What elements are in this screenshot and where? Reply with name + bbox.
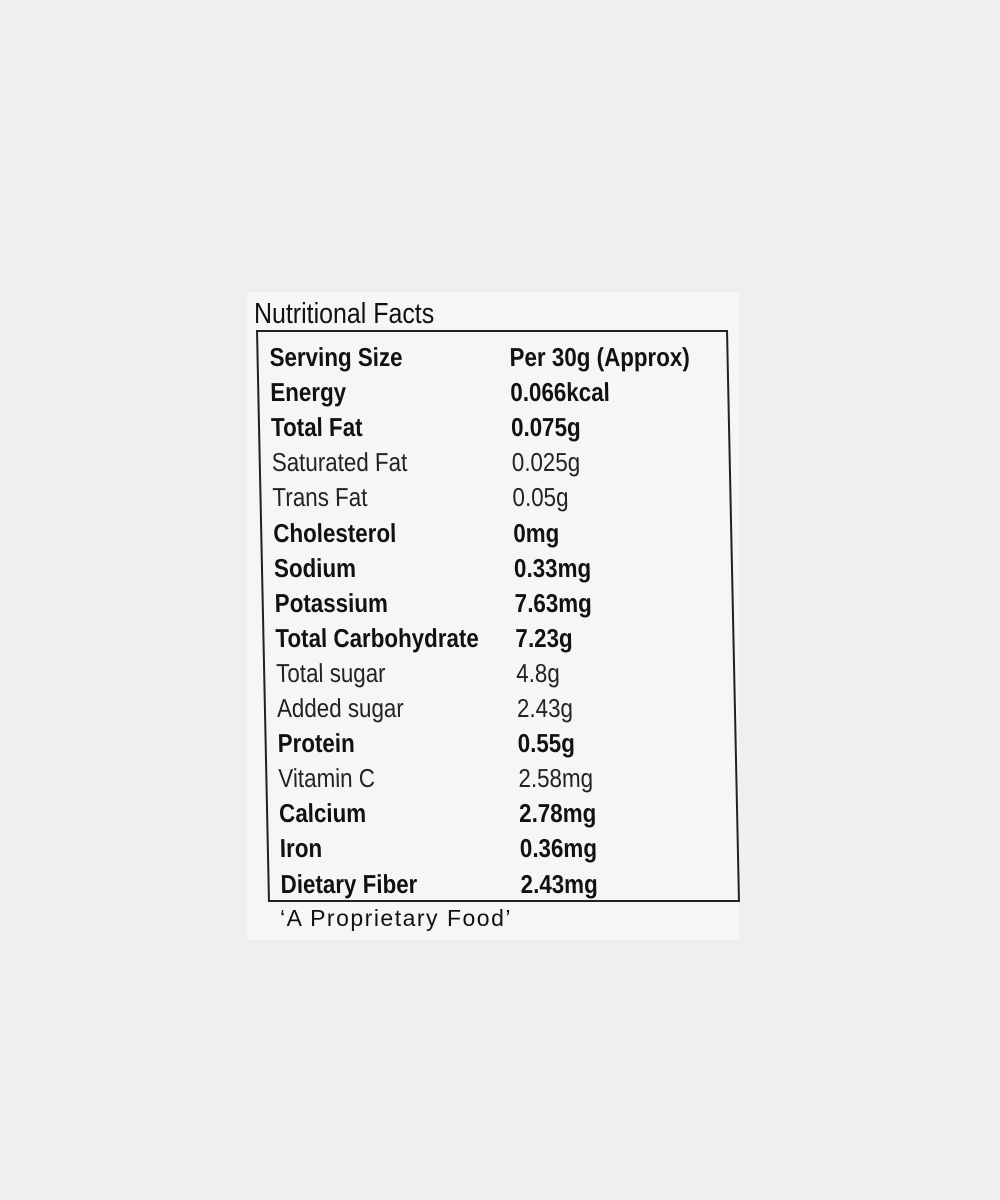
nutrient-name: Vitamin C bbox=[278, 763, 376, 794]
nutrient-name: Cholesterol bbox=[272, 517, 397, 548]
nutrient-value: 0.33mg bbox=[513, 552, 592, 583]
nutrition-table: Serving Size Per 30g (Approx) Energy 0.066k… bbox=[256, 330, 740, 902]
nutrient-value: 2.78mg bbox=[518, 798, 597, 829]
nutrient-value: 0.075g bbox=[510, 412, 581, 443]
nutrient-name: Total Fat bbox=[270, 412, 363, 443]
nutrient-value: 0.36mg bbox=[519, 833, 598, 864]
nutrient-row: Potassium 7.63mg bbox=[263, 586, 732, 621]
nutrient-value: 0mg bbox=[512, 517, 560, 548]
nutrient-row: Protein 0.55g bbox=[266, 726, 735, 761]
nutrient-value: 0.55g bbox=[517, 728, 576, 759]
nutrient-row: Cholesterol 0mg bbox=[262, 516, 731, 551]
nutrient-value: 2.58mg bbox=[518, 763, 594, 794]
nutrient-row: Added sugar 2.43g bbox=[266, 691, 735, 726]
nutrient-row: Total Carbohydrate 7.23g bbox=[264, 621, 733, 656]
nutrient-row: Iron 0.36mg bbox=[269, 831, 738, 866]
nutrient-row: Total sugar 4.8g bbox=[265, 656, 734, 691]
nutrient-value: 7.63mg bbox=[514, 587, 593, 618]
nutrient-name: Potassium bbox=[274, 587, 389, 618]
nutrient-value: 4.8g bbox=[515, 657, 561, 688]
nutrient-name: Dietary Fiber bbox=[280, 868, 418, 899]
nutrient-value: 2.43g bbox=[516, 693, 574, 723]
footer-note: ‘A Proprietary Food’ bbox=[280, 905, 512, 931]
nutrient-name: Trans Fat bbox=[272, 482, 368, 513]
label-title: Nutritional Facts bbox=[254, 298, 435, 330]
nutrient-row: Total Fat 0.075g bbox=[260, 410, 729, 445]
nutrient-name: Added sugar bbox=[276, 693, 405, 723]
nutrient-value: 0.025g bbox=[511, 447, 581, 478]
nutrient-name: Iron bbox=[279, 833, 323, 864]
nutrient-name: Total Carbohydrate bbox=[275, 622, 480, 653]
nutrient-name: Energy bbox=[269, 377, 347, 408]
nutrient-name: Saturated Fat bbox=[271, 447, 408, 478]
nutrient-row: Trans Fat 0.05g bbox=[261, 480, 730, 515]
nutrient-value: 0.05g bbox=[512, 482, 569, 513]
nutrient-name: Serving Size bbox=[269, 342, 403, 372]
label-paper bbox=[247, 292, 739, 940]
nutrient-row: Vitamin C 2.58mg bbox=[267, 761, 736, 796]
nutrient-row: Calcium 2.78mg bbox=[268, 796, 737, 831]
nutrient-value: 0.066kcal bbox=[509, 377, 611, 408]
nutrient-row: Dietary Fiber 2.43mg bbox=[269, 867, 738, 902]
nutrient-row: Sodium 0.33mg bbox=[263, 551, 732, 586]
nutrient-name: Calcium bbox=[278, 798, 367, 829]
nutrient-name: Total sugar bbox=[275, 657, 386, 688]
nutrient-name: Protein bbox=[277, 728, 356, 759]
nutrient-value: 2.43mg bbox=[520, 868, 598, 899]
nutrient-value: Per 30g (Approx) bbox=[509, 342, 691, 372]
nutrient-name: Sodium bbox=[273, 552, 357, 583]
nutrient-row: Serving Size Per 30g (Approx) bbox=[258, 340, 727, 375]
nutrient-value: 7.23g bbox=[515, 622, 573, 653]
nutrient-row: Energy 0.066kcal bbox=[259, 375, 728, 410]
nutrient-row: Saturated Fat 0.025g bbox=[260, 445, 729, 480]
